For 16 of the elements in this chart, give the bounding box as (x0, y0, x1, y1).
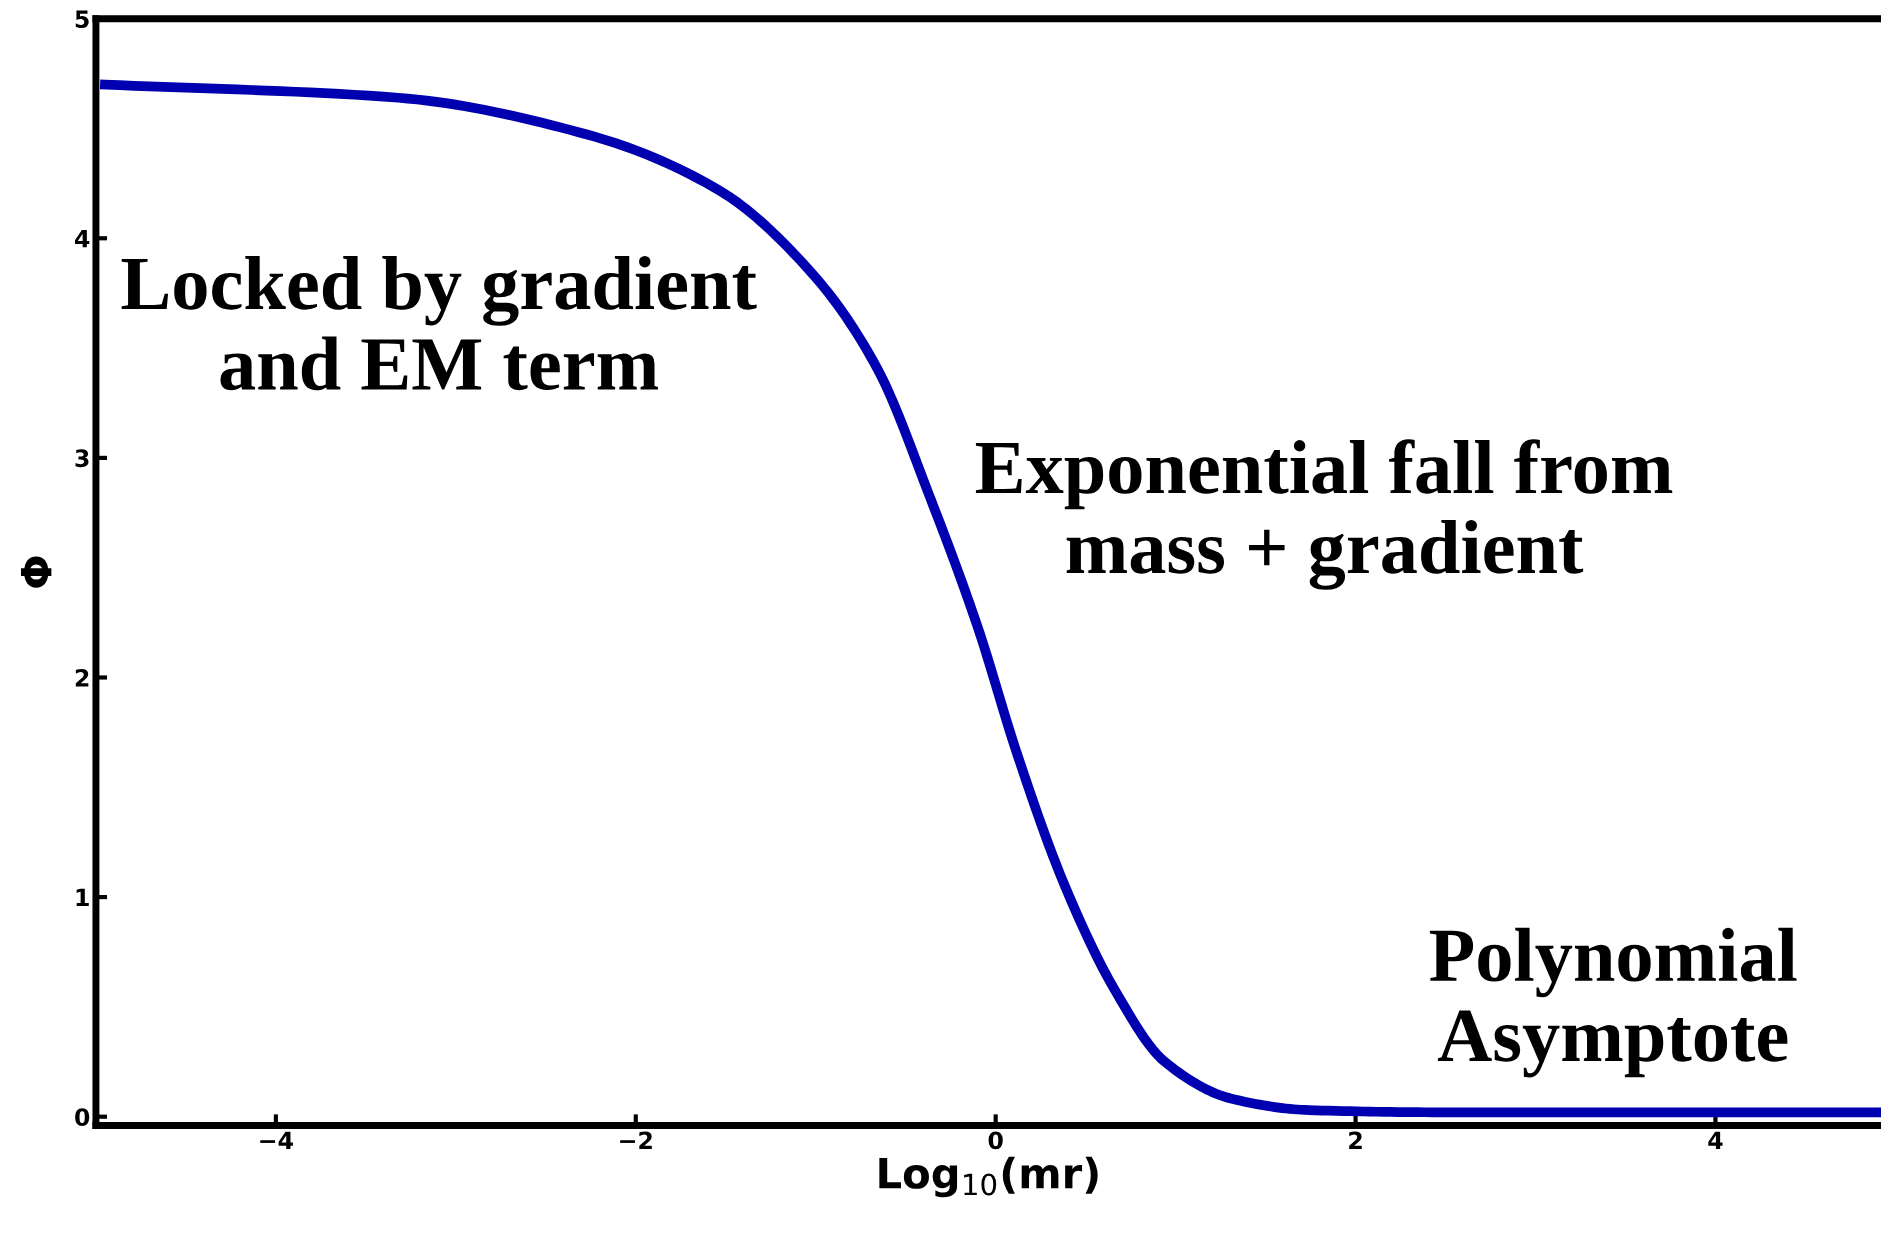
y-tick-label: 2 (75, 668, 89, 687)
x-tick-label: −2 (620, 1131, 652, 1149)
x-tick-label: 4 (1708, 1131, 1723, 1149)
x-axis-title: Log$_{10}$(mr) (879, 1156, 1098, 1198)
annotation: Locked by gradient and EM term (121, 255, 757, 391)
x-tick-label: 0 (988, 1131, 1003, 1150)
annotation: Polynomial Asymptote (1429, 927, 1797, 1078)
y-tick-label: 4 (75, 230, 90, 248)
y-tick-label: 1 (76, 888, 89, 907)
y-tick-label: 0 (75, 1108, 90, 1126)
y-tick-label: 5 (75, 10, 89, 28)
annotation: Exponential fall from mass + gradient (975, 439, 1673, 590)
x-tick-label: −4 (260, 1131, 293, 1149)
x-tick-label: 2 (1349, 1131, 1362, 1149)
y-axis-title: Φ (21, 556, 52, 588)
y-tick-label: 3 (75, 449, 89, 468)
